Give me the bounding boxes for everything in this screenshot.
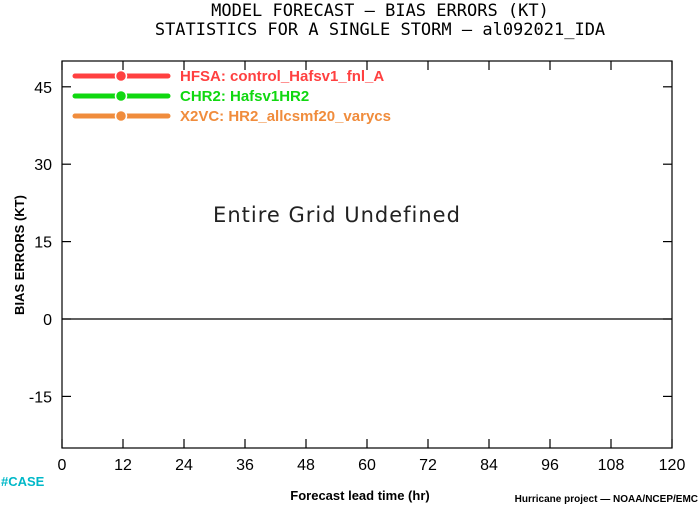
case-label: #CASE: [1, 474, 45, 489]
undefined-grid-annotation: Entire Grid Undefined: [213, 203, 461, 227]
y-tick-label: -15: [29, 389, 52, 406]
x-tick-label: 48: [297, 457, 315, 474]
legend: HFSA: control_Hafsv1_fnl_A CHR2: Hafsv1HR…: [72, 68, 391, 125]
x-axis: 0 12 24 36 48 60 72 84 96 108 120: [58, 61, 686, 474]
x-tick-label: 72: [419, 457, 437, 474]
legend-label: X2VC: HR2_allcsmf20_varycs: [180, 108, 391, 125]
y-tick-label: 0: [43, 312, 52, 329]
x-tick-label: 60: [358, 457, 376, 474]
legend-item: HFSA: control_Hafsv1_fnl_A: [72, 68, 384, 85]
x-tick-label: 108: [598, 457, 625, 474]
legend-marker: [114, 89, 128, 103]
legend-item: CHR2: Hafsv1HR2: [72, 88, 309, 105]
x-tick-label: 96: [541, 457, 559, 474]
y-axis-label: BIAS ERRORS (KT): [12, 195, 27, 315]
legend-item: X2VC: HR2_allcsmf20_varycs: [72, 108, 391, 125]
x-tick-label: 24: [175, 457, 193, 474]
x-tick-label: 12: [114, 457, 132, 474]
x-tick-label: 0: [58, 457, 67, 474]
y-tick-label: 30: [34, 157, 52, 174]
legend-label: CHR2: Hafsv1HR2: [180, 88, 309, 105]
credit-text: Hurricane project — NOAA/NCEP/EMC: [515, 494, 698, 505]
y-tick-label: 15: [34, 235, 52, 252]
legend-label: HFSA: control_Hafsv1_fnl_A: [180, 68, 384, 85]
x-tick-label: 36: [236, 457, 254, 474]
y-axis: -15 0 15 30 45: [29, 80, 672, 406]
legend-marker: [114, 109, 128, 123]
y-tick-label: 45: [34, 80, 52, 97]
x-axis-label: Forecast lead time (hr): [290, 488, 429, 503]
legend-marker: [114, 69, 128, 83]
chart-title: MODEL FORECAST — BIAS ERRORS (KT): [211, 1, 549, 21]
x-tick-label: 84: [480, 457, 498, 474]
x-tick-label: 120: [659, 457, 686, 474]
chart-subtitle: STATISTICS FOR A SINGLE STORM — al092021…: [155, 20, 605, 40]
